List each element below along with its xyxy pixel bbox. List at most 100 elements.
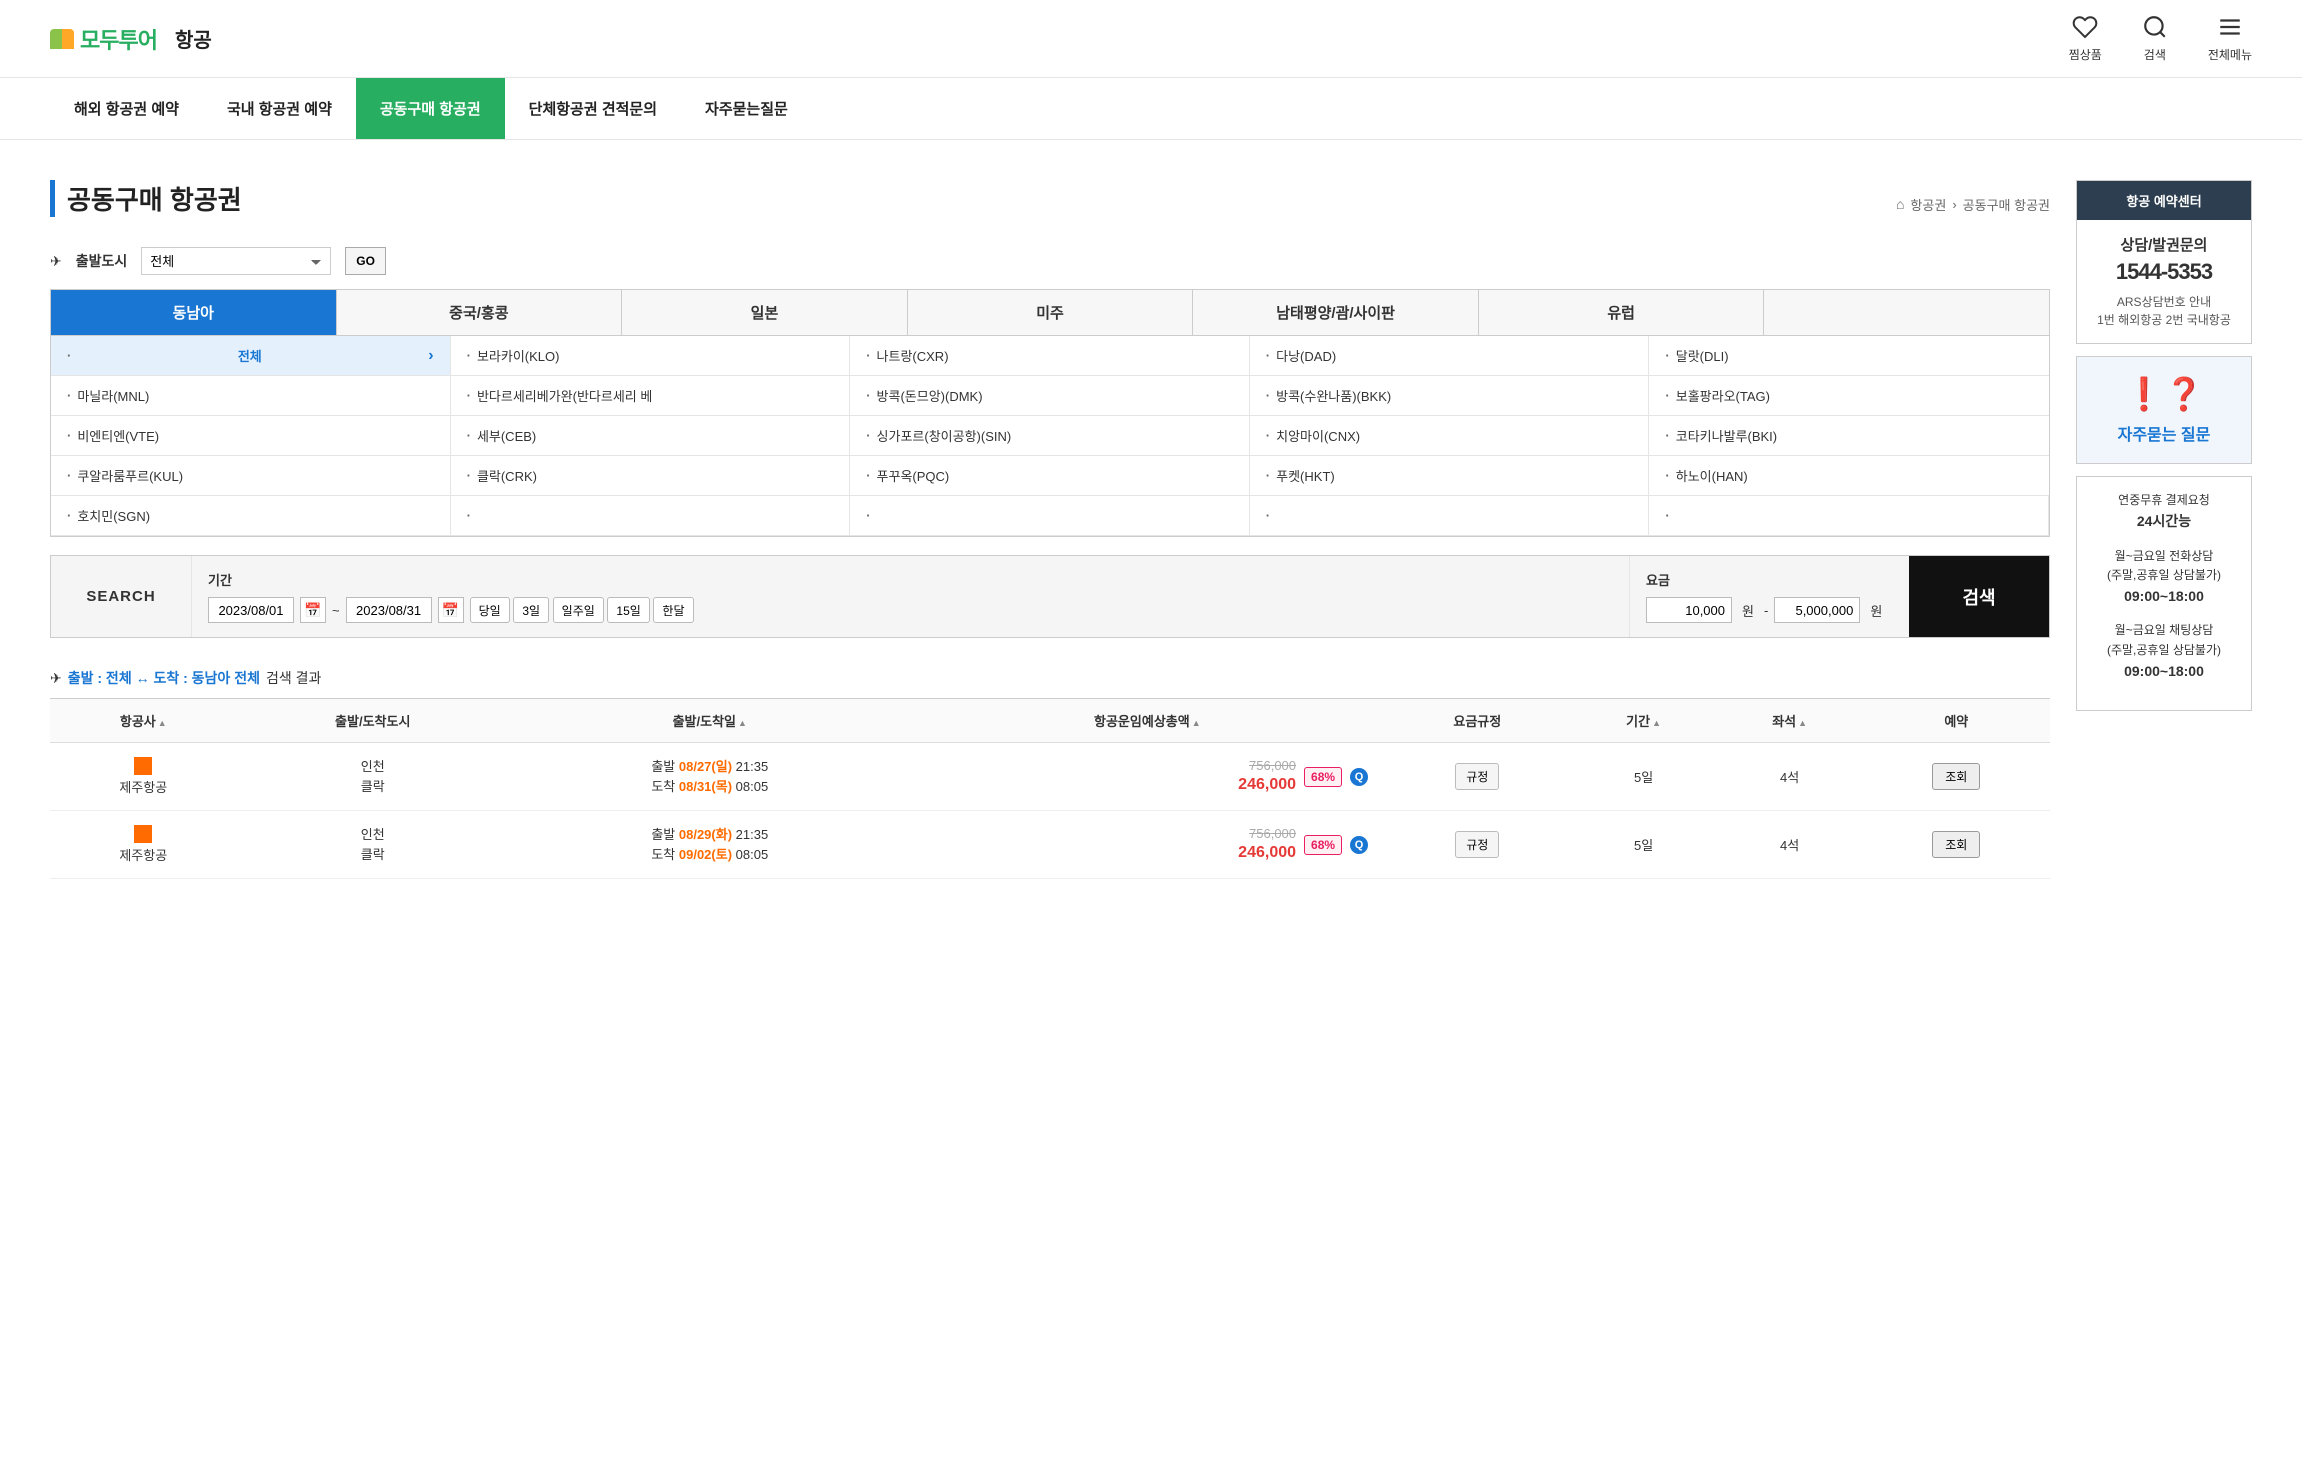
- discount-badge: 68%: [1304, 835, 1342, 855]
- question-icon: ❗❓: [2085, 375, 2243, 413]
- result-route: 출발 : 전체 ↔ 도착 : 동남아 전체: [68, 668, 260, 688]
- airline-logo-icon: [134, 757, 152, 775]
- destination-item[interactable]: 세부(CEB): [451, 416, 851, 456]
- nav-bar: 해외 항공권 예약국내 항공권 예약공동구매 항공권단체항공권 견적문의자주묻는…: [0, 78, 2302, 140]
- price-original: 756,000: [1238, 826, 1296, 843]
- col-header[interactable]: 출발/도착일▲: [509, 699, 911, 743]
- discount-badge: 68%: [1304, 767, 1342, 787]
- view-button[interactable]: 조회: [1932, 763, 1980, 790]
- won-max: 원: [1870, 601, 1882, 620]
- go-button[interactable]: GO: [345, 247, 386, 275]
- search-submit-button[interactable]: 검색: [1909, 556, 2049, 637]
- won-min: 원: [1742, 601, 1754, 620]
- destination-item[interactable]: 호치민(SGN): [51, 496, 451, 536]
- col-header[interactable]: 항공사▲: [50, 699, 237, 743]
- nav-item-2[interactable]: 공동구매 항공권: [356, 78, 505, 139]
- quick-period-button[interactable]: 일주일: [553, 597, 604, 623]
- info1-a: 연중무휴 결제요청: [2085, 491, 2243, 510]
- nav-item-4[interactable]: 자주묻는질문: [681, 78, 812, 139]
- destination-item[interactable]: 방콕(돈므앙)(DMK): [850, 376, 1250, 416]
- schedule: 출발 08/27(일) 21:35도착 08/31(목) 08:05: [509, 743, 911, 811]
- col-header[interactable]: 출발/도착도시: [237, 699, 509, 743]
- quick-period-button[interactable]: 15일: [607, 597, 649, 623]
- header: 모두투어 항공 찜상품 검색 전체메뉴: [0, 0, 2302, 78]
- fare-rule-button[interactable]: 규정: [1455, 763, 1499, 790]
- faq-box[interactable]: ❗❓ 자주묻는 질문: [2076, 356, 2252, 464]
- destination-item[interactable]: 다낭(DAD): [1250, 336, 1650, 376]
- nav-item-3[interactable]: 단체항공권 견적문의: [505, 78, 681, 139]
- destination-grid: 전체보라카이(KLO)나트랑(CXR)다낭(DAD)달랏(DLI) 마닐라(MNL…: [50, 335, 2050, 537]
- search-label: 검색: [2144, 46, 2166, 63]
- calendar-from-button[interactable]: 📅: [300, 597, 326, 623]
- destination-item[interactable]: 하노이(HAN): [1649, 456, 2049, 496]
- logo-icon: [50, 29, 74, 49]
- price-max-input[interactable]: [1774, 597, 1860, 623]
- destination-item[interactable]: 마닐라(MNL): [51, 376, 451, 416]
- breadcrumb-root[interactable]: 항공권: [1910, 195, 1946, 214]
- col-header[interactable]: 예약: [1863, 699, 2050, 743]
- region-tab-3[interactable]: 미주: [908, 290, 1194, 335]
- info-icon[interactable]: Q: [1350, 768, 1368, 786]
- info2-a: 월~금요일 전화상담: [2085, 547, 2243, 566]
- wishlist-button[interactable]: 찜상품: [2069, 14, 2102, 63]
- info3-c: 09:00~18:00: [2085, 660, 2243, 682]
- region-tab-6[interactable]: [1764, 290, 2049, 335]
- chevron-right-icon: ›: [1952, 197, 1956, 212]
- seats: 4석: [1717, 811, 1863, 879]
- destination-item[interactable]: 보홀팡라오(TAG): [1649, 376, 2049, 416]
- destination-item[interactable]: 전체: [51, 336, 451, 376]
- search-period: 기간 📅 ~ 📅 당일 3일 일주일 15일 한달: [191, 556, 1629, 637]
- col-header[interactable]: 항공운임예상총액▲: [911, 699, 1384, 743]
- price-min-input[interactable]: [1646, 597, 1732, 623]
- view-button[interactable]: 조회: [1932, 831, 1980, 858]
- faq-text: 자주묻는 질문: [2085, 421, 2243, 445]
- destination-item[interactable]: 코타키나발루(BKI): [1649, 416, 2049, 456]
- destination-item[interactable]: 반다르세리베가완(반다르세리 베: [451, 376, 851, 416]
- destination-item[interactable]: 비엔티엔(VTE): [51, 416, 451, 456]
- info-icon[interactable]: Q: [1350, 836, 1368, 854]
- calendar-to-button[interactable]: 📅: [438, 597, 464, 623]
- header-title: 항공: [175, 24, 212, 53]
- destination-item[interactable]: 나트랑(CXR): [850, 336, 1250, 376]
- destination-item[interactable]: 보라카이(KLO): [451, 336, 851, 376]
- date-from-input[interactable]: [208, 597, 294, 623]
- departure-select[interactable]: 전체: [141, 247, 331, 275]
- region-tab-5[interactable]: 유럽: [1479, 290, 1765, 335]
- nav-item-1[interactable]: 국내 항공권 예약: [203, 78, 356, 139]
- region-tab-0[interactable]: 동남아: [51, 290, 337, 335]
- destination-item[interactable]: 쿠알라룸푸르(KUL): [51, 456, 451, 496]
- destination-item[interactable]: 클락(CRK): [451, 456, 851, 496]
- price-separator: -: [1764, 603, 1768, 618]
- quick-period-button[interactable]: 당일: [470, 597, 510, 623]
- menu-button[interactable]: 전체메뉴: [2208, 14, 2252, 63]
- destination-item[interactable]: 푸꾸옥(PQC): [850, 456, 1250, 496]
- col-header[interactable]: 좌석▲: [1717, 699, 1863, 743]
- destination-item[interactable]: 방콕(수완나품)(BKK): [1250, 376, 1650, 416]
- date-to-input[interactable]: [346, 597, 432, 623]
- destination-item[interactable]: 달랏(DLI): [1649, 336, 2049, 376]
- col-header[interactable]: 요금규정: [1384, 699, 1571, 743]
- region-tab-1[interactable]: 중국/홍콩: [337, 290, 623, 335]
- region-tab-4[interactable]: 남태평양/괌/사이판: [1193, 290, 1479, 335]
- result-summary: ✈ 출발 : 전체 ↔ 도착 : 동남아 전체 검색 결과: [50, 668, 2050, 688]
- departure-city-filter: ✈ 출발도시 전체 GO: [50, 247, 2050, 275]
- destination-item[interactable]: 싱가포르(창이공항)(SIN): [850, 416, 1250, 456]
- sidebar: 항공 예약센터 상담/발권문의 1544-5353 ARS상담번호 안내 1번 …: [2076, 180, 2252, 879]
- info1-b: 24시간능: [2085, 510, 2243, 532]
- airline-name: 제주항공: [119, 845, 167, 864]
- logo[interactable]: 모두투어: [50, 23, 157, 55]
- nav-item-0[interactable]: 해외 항공권 예약: [50, 78, 203, 139]
- destination-item[interactable]: 치앙마이(CNX): [1250, 416, 1650, 456]
- hamburger-icon: [2217, 14, 2243, 40]
- table-row: 제주항공인천클락출발 08/27(일) 21:35도착 08/31(목) 08:…: [50, 743, 2050, 811]
- city-pair: 인천클락: [243, 825, 503, 864]
- quick-period-button[interactable]: 3일: [513, 597, 549, 623]
- destination-item[interactable]: 푸켓(HKT): [1250, 456, 1650, 496]
- home-icon: ⌂: [1896, 196, 1904, 212]
- fare-rule-button[interactable]: 규정: [1455, 831, 1499, 858]
- search-button[interactable]: 검색: [2142, 14, 2168, 63]
- quick-period-button[interactable]: 한달: [653, 597, 693, 623]
- region-tab-2[interactable]: 일본: [622, 290, 908, 335]
- col-header[interactable]: 기간▲: [1571, 699, 1717, 743]
- breadcrumb: ⌂ 항공권 › 공동구매 항공권: [1896, 195, 2050, 214]
